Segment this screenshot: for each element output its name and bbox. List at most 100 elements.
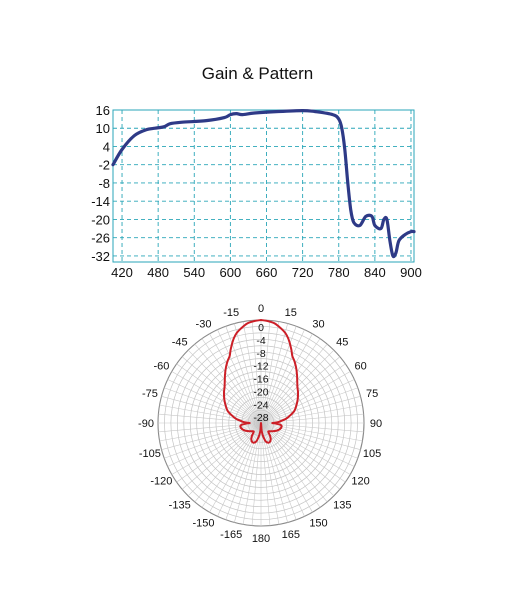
- gain-y-tick-label: 10: [96, 121, 110, 136]
- polar-series: [222, 319, 300, 444]
- polar-spoke: [260, 356, 341, 424]
- polar-angle-label: 150: [309, 518, 327, 530]
- polar-angle-label: -105: [139, 448, 161, 460]
- gain-x-tick-label: 720: [292, 265, 314, 280]
- gain-y-tick-label: -32: [91, 249, 110, 264]
- polar-spoke: [260, 422, 335, 497]
- polar-spoke: [251, 320, 262, 424]
- polar-spoke: [260, 422, 288, 523]
- polar-radial-label: -16: [253, 374, 268, 386]
- polar-spoke: [260, 422, 271, 526]
- polar-spoke: [260, 343, 328, 424]
- polar-spoke: [260, 387, 358, 424]
- gain-y-tick-label: -14: [91, 194, 110, 209]
- polar-spoke: [181, 422, 262, 490]
- polar-radial-label: -4: [256, 335, 265, 347]
- polar-radial-label: -12: [253, 361, 268, 373]
- polar-spoke: [260, 396, 361, 424]
- polar-spoke: [260, 329, 305, 424]
- polar-angle-label: -15: [223, 307, 239, 319]
- polar-radial-label: 0: [258, 322, 264, 334]
- polar-radial-label: -28: [253, 412, 268, 424]
- gain-series-line: [111, 109, 416, 259]
- polar-spoke: [217, 329, 262, 424]
- polar-spoke: [260, 422, 297, 520]
- gain-x-tick-label: 780: [328, 265, 350, 280]
- polar-pattern-line: [222, 319, 300, 444]
- polar-spoke: [194, 343, 262, 424]
- gain-y-tick-label: -20: [91, 212, 110, 227]
- gain-x-tick-label: 600: [220, 265, 242, 280]
- polar-spoke: [161, 422, 262, 450]
- gain-y-tick-label: -2: [98, 158, 110, 173]
- polar-spoke: [167, 379, 262, 424]
- polar-angle-label: 90: [370, 418, 382, 430]
- polar-spoke: [260, 379, 355, 424]
- polar-spoke: [260, 422, 305, 517]
- polar-spoke: [260, 371, 351, 424]
- chart-title: Gain & Pattern: [201, 64, 314, 83]
- polar-spoke: [187, 422, 262, 497]
- polar-spoke: [234, 323, 262, 424]
- polar-angle-label: -135: [169, 499, 191, 511]
- gain-grid: [112, 109, 415, 263]
- polar-angle-label: 15: [285, 307, 297, 319]
- polar-spoke: [161, 396, 262, 424]
- polar-spoke: [260, 333, 313, 424]
- polar-spoke: [164, 422, 262, 459]
- polar-angle-label: 135: [333, 499, 351, 511]
- polar-radial-label: -24: [253, 399, 268, 411]
- polar-spoke: [176, 422, 262, 483]
- polar-angle-label: 75: [366, 388, 378, 400]
- polar-angle-label: -30: [196, 318, 212, 330]
- gain-y-tick-label: 16: [96, 103, 110, 118]
- polar-angle-label: 165: [282, 529, 300, 541]
- polar-radial-label: -8: [256, 348, 265, 360]
- polar-angle-label: 30: [312, 318, 324, 330]
- polar-spoke: [164, 387, 262, 424]
- polar-spoke: [260, 363, 346, 424]
- polar-spoke: [260, 422, 361, 450]
- polar-spoke: [251, 422, 262, 526]
- polar-angle-label: 120: [351, 476, 369, 488]
- polar-spoke: [201, 338, 262, 424]
- polar-angle-label: -150: [192, 518, 214, 530]
- gain-x-tick-label: 420: [111, 265, 133, 280]
- gain-y-tick-label: -8: [98, 176, 110, 191]
- polar-angle-label: 0: [258, 303, 264, 315]
- gain-x-tick-label: 540: [183, 265, 205, 280]
- polar-spoke: [217, 422, 262, 517]
- gain-x-tick-label: 840: [364, 265, 386, 280]
- polar-angle-label: 105: [363, 448, 381, 460]
- gain-x-tick-label: 660: [256, 265, 278, 280]
- gain-y-tick-label: -26: [91, 231, 110, 246]
- polar-spoke: [194, 422, 262, 503]
- polar-angle-label: -120: [150, 476, 172, 488]
- gain-x-tick-label: 900: [400, 265, 422, 280]
- polar-spoke: [260, 338, 321, 424]
- polar-spoke: [260, 422, 341, 490]
- polar-angle-label: -165: [220, 529, 242, 541]
- polar-spoke: [171, 371, 262, 424]
- polar-angle-label: -90: [138, 418, 154, 430]
- polar-spoke: [260, 323, 288, 424]
- polar-spoke: [242, 321, 262, 424]
- polar-spoke: [260, 422, 328, 503]
- gain-tick-labels: 420 480 540 600 660 720 780 840 900 16 10 4 -2 -8 -14 -…: [91, 103, 422, 280]
- polar-spoke: [159, 404, 262, 424]
- polar-angle-label: 45: [336, 337, 348, 349]
- polar-spoke: [260, 321, 280, 424]
- polar-spoke: [260, 320, 271, 424]
- polar-radial-label: -20: [253, 386, 268, 398]
- polar-spoke: [225, 422, 262, 520]
- polar-spoke: [260, 422, 363, 442]
- polar-labels: -165-150-135-120-105-90-75-60-45-30-15 0 1…: [138, 303, 382, 545]
- polar-angle-label: 60: [354, 361, 366, 373]
- polar-angle-label: -60: [153, 361, 169, 373]
- gain-x-tick-label: 480: [147, 265, 169, 280]
- polar-spoke: [181, 356, 262, 424]
- polar-spoke: [209, 333, 262, 424]
- gain-series: [111, 109, 416, 259]
